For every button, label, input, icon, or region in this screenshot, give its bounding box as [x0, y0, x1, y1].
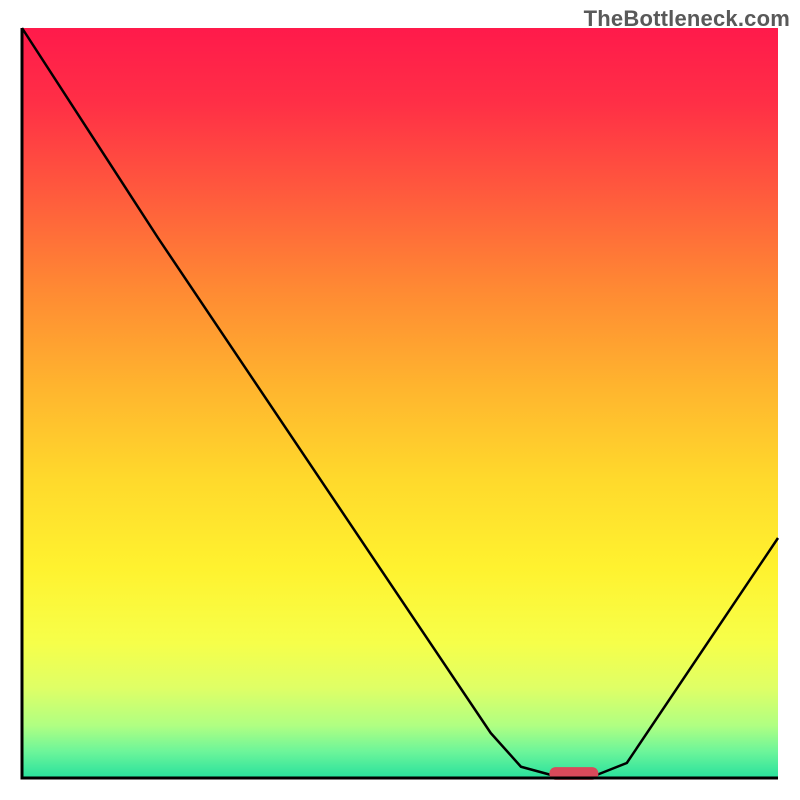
chart-container: TheBottleneck.com — [0, 0, 800, 800]
bottleneck-chart — [0, 0, 800, 800]
watermark-text: TheBottleneck.com — [584, 6, 790, 32]
gradient-background — [22, 28, 778, 778]
